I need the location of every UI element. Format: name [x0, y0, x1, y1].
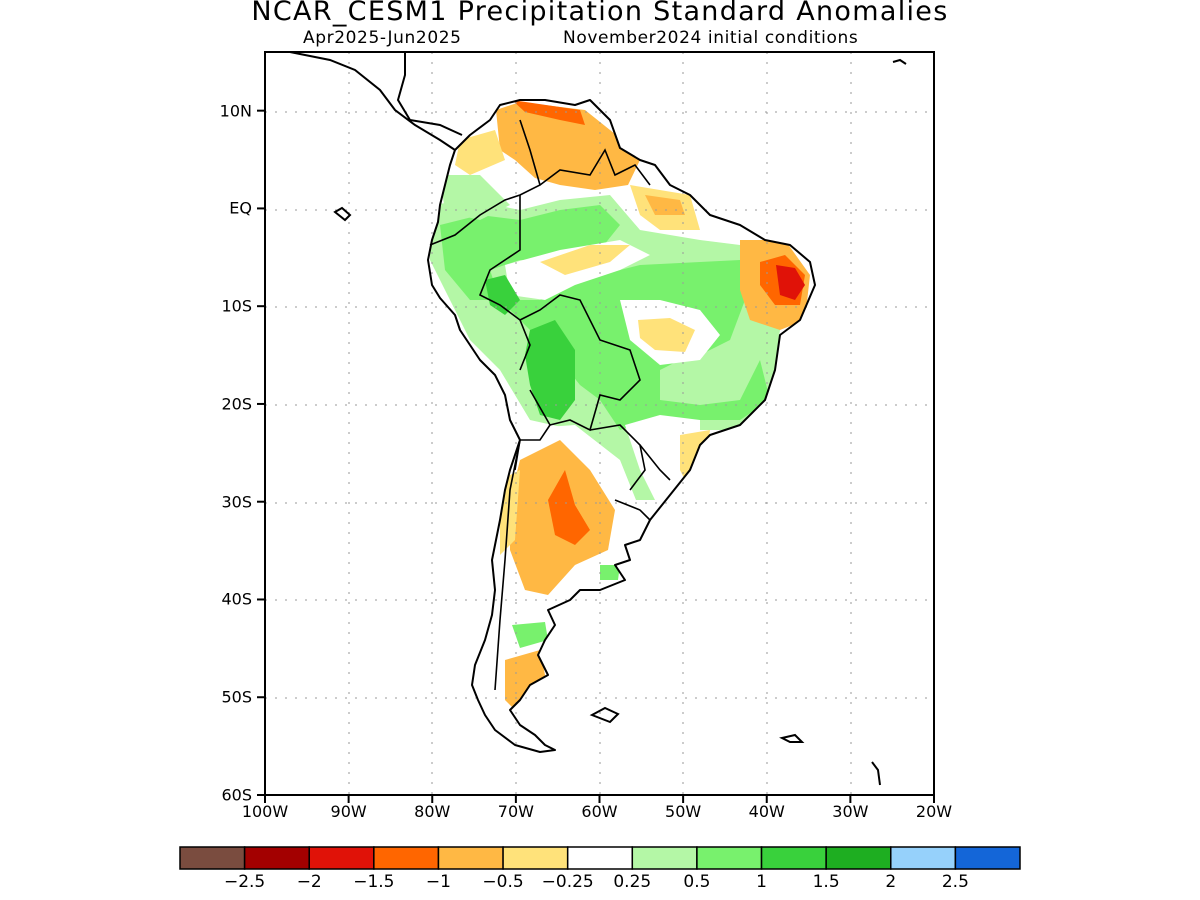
forecast-period: Apr2025-Jun2025 — [303, 28, 462, 48]
colorbar-swatch — [179, 846, 246, 870]
colorbar-label: −0.25 — [541, 872, 594, 892]
lon-tick-label: 30W — [832, 802, 869, 821]
anomaly-red-nordeste — [776, 265, 805, 300]
colorbar-label: 2 — [885, 872, 897, 892]
anomaly-yellow-north — [455, 130, 505, 175]
colorbar-label: −0.5 — [482, 872, 524, 892]
map-title: NCAR_CESM1 Precipitation Standard Anomal… — [251, 0, 949, 27]
colorbar-label: −2 — [296, 872, 322, 892]
colorbar-swatch — [760, 846, 827, 870]
anomaly-darkorange-argentina — [548, 470, 590, 545]
islands — [333, 58, 907, 786]
anomaly-darkgreen-peru — [485, 275, 520, 315]
lon-gridlines — [348, 52, 852, 795]
anomaly-green-uruguay — [600, 565, 620, 580]
anomaly-lightgreen-colombia — [440, 175, 510, 220]
colorbar-swatch — [243, 846, 310, 870]
lat-tick-label: 30S — [221, 492, 252, 512]
lat-tick-label: 10S — [221, 296, 252, 316]
colorbar-swatch — [373, 846, 440, 870]
anomaly-orange-north — [496, 102, 640, 190]
lon-tick-label: 40W — [748, 802, 785, 821]
colorbar-swatch — [954, 846, 1021, 870]
lat-tick-label: 20S — [221, 394, 252, 414]
colorbar-label: 1.5 — [812, 872, 840, 892]
colorbar-label: 2.5 — [941, 872, 969, 892]
colorbar-swatch — [502, 846, 569, 870]
anomaly-shading — [430, 100, 810, 715]
colorbar-label: 0.25 — [613, 872, 652, 892]
lon-tick-label: 100W — [241, 802, 289, 821]
colorbar-swatch — [696, 846, 763, 870]
anomaly-green-patagonia — [512, 622, 548, 648]
colorbar-label: 0.5 — [683, 872, 711, 892]
colorbar-label: 1 — [756, 872, 767, 892]
anomaly-green-amazon — [440, 205, 770, 430]
colorbar-swatch — [631, 846, 698, 870]
lat-tick-marks — [257, 109, 265, 796]
colorbar-label: −1.5 — [353, 872, 395, 892]
lat-tick-label: 60S — [221, 785, 252, 805]
lon-tick-label: 80W — [414, 802, 451, 821]
lon-tick-label: 20W — [915, 802, 953, 821]
anomaly-yellow-east — [638, 318, 695, 352]
lon-tick-label: 90W — [330, 802, 367, 821]
south-america-coastline — [427, 99, 816, 753]
colorbar-swatch — [437, 846, 504, 870]
colorbar-swatch — [825, 846, 892, 870]
colorbar-label: −1 — [425, 872, 451, 892]
colorbar-swatch — [308, 846, 375, 870]
lat-tick-label: 50S — [221, 687, 252, 707]
anomaly-orange-patagonia — [505, 650, 548, 715]
lon-tick-label: 60W — [581, 802, 618, 821]
anomaly-darkorange-north — [512, 100, 585, 125]
colorbar-swatch — [890, 846, 957, 870]
central-america-coastline — [289, 52, 463, 151]
lat-gridlines — [265, 111, 934, 699]
country-borders — [429, 119, 671, 691]
lat-tick-label: 40S — [221, 589, 252, 609]
lat-tick-label: 10N — [219, 101, 252, 121]
lon-tick-marks — [264, 795, 935, 803]
anomaly-darkgreen-bolivia — [525, 320, 575, 420]
lon-tick-label: 70W — [497, 802, 534, 821]
initial-conditions: November2024 initial conditions — [563, 28, 859, 48]
lon-tick-label: 50W — [665, 802, 702, 821]
colorbar-swatch — [566, 846, 634, 870]
colorbar-label: −2.5 — [223, 872, 266, 892]
colorbar — [179, 846, 1021, 870]
lat-tick-label: EQ — [229, 198, 252, 218]
anomaly-yellow-center — [540, 245, 630, 275]
